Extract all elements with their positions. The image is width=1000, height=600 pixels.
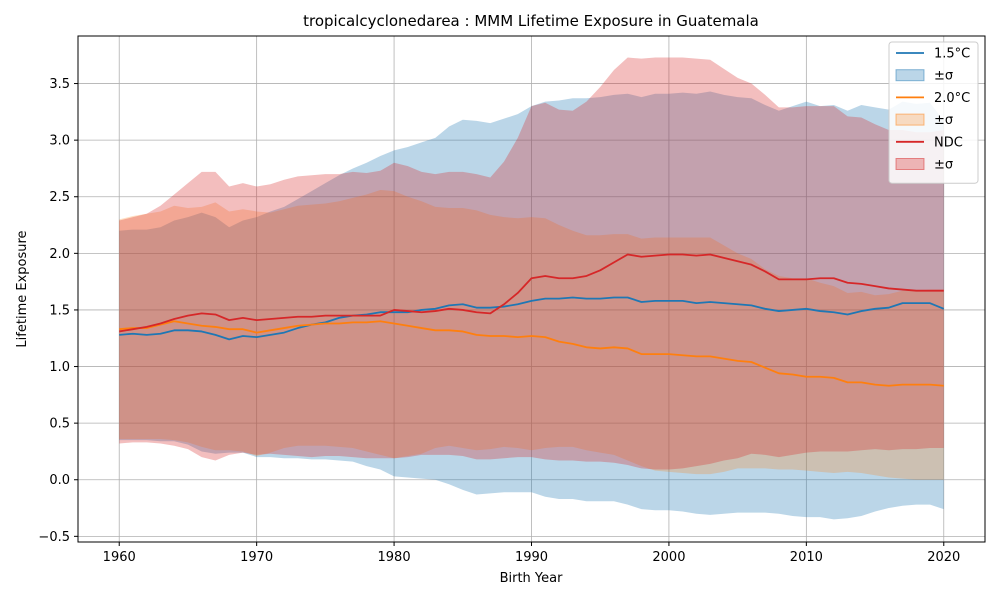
x-tick-label: 2000 [652, 550, 685, 565]
band-0 [119, 91, 944, 520]
legend-band-label: ±σ [934, 113, 953, 128]
legend-label: NDC [934, 135, 963, 150]
band-1 [119, 189, 944, 480]
y-tick-label: −0.5 [38, 530, 70, 545]
legend-band-swatch [895, 69, 925, 82]
grid-layer [78, 36, 985, 542]
x-tick-label: 1970 [240, 550, 273, 565]
y-tick-label: 1.0 [49, 360, 70, 375]
y-tick-label: 0.0 [49, 473, 70, 488]
line-layer [119, 253, 945, 387]
y-tick-label: 3.5 [49, 77, 70, 92]
y-tick-label: 3.0 [49, 134, 70, 149]
y-tick-label: 0.5 [49, 417, 70, 432]
chart-title: tropicalcyclonedarea : MMM Lifetime Expo… [303, 12, 759, 30]
legend-band-label: ±σ [934, 69, 953, 84]
x-tick-label: 1980 [378, 550, 411, 565]
band-2 [119, 57, 944, 470]
y-tick-label: 2.0 [49, 247, 70, 262]
legend: 1.5°C ±σ 2.0°C ±σ NDC ±σ [888, 41, 979, 184]
series-line-0 [119, 296, 945, 341]
legend-label: 2.0°C [934, 91, 970, 106]
y-tick-label: 2.5 [49, 190, 70, 205]
x-tick-label: 2020 [927, 550, 960, 565]
x-tick-label: 1990 [515, 550, 548, 565]
legend-box [888, 41, 979, 184]
series-line-2 [119, 253, 944, 333]
legend-band-swatch [895, 113, 925, 126]
legend-band-label: ±σ [934, 158, 953, 173]
series-line-1 [119, 320, 944, 387]
y-tick-label: 1.5 [49, 303, 70, 318]
tick-layer: 1960 1970 1980 1990 2000 2010 2020 −0.5 0.0 0.5 1.… [38, 77, 960, 565]
legend-label: 1.5°C [934, 47, 970, 62]
band-layer [119, 57, 944, 520]
y-axis-label: Lifetime Exposure [15, 230, 30, 347]
legend-band-swatch [895, 158, 925, 170]
x-tick-label: 2010 [790, 550, 823, 565]
x-axis-label: Birth Year [500, 571, 564, 586]
x-tick-label: 1960 [103, 550, 136, 565]
